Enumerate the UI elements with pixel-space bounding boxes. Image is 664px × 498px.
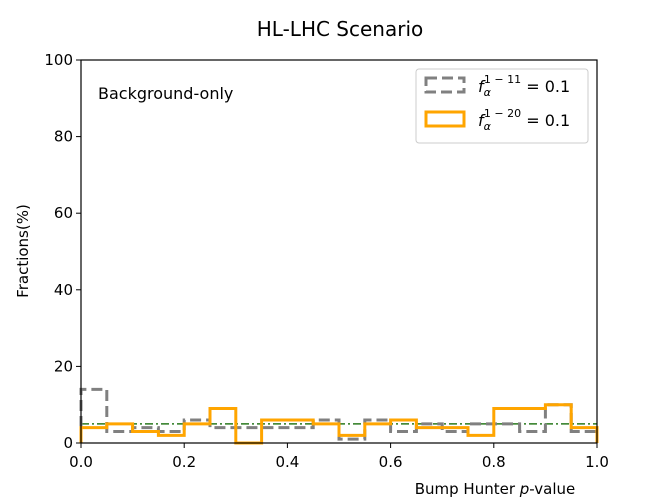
x-tick-label: 0.0	[69, 453, 93, 471]
chart-title: HL-LHC Scenario	[257, 17, 424, 41]
x-axis-label-prefix: Bump Hunter	[415, 480, 520, 498]
x-axis-label-italic: p	[519, 480, 530, 498]
y-tick-label: 100	[44, 51, 73, 69]
legend-sup-1: 1 − 11	[484, 73, 521, 86]
legend-sub-1: α	[484, 86, 492, 99]
x-tick-label: 0.8	[482, 453, 506, 471]
legend-f-2: f	[478, 111, 486, 130]
plot-frame	[80, 59, 598, 444]
y-tick-label: 20	[54, 357, 73, 375]
axis-ticks: 0.0 0.2 0.4 0.6 0.8 1.0 0 20 40 60 80 100	[44, 51, 609, 471]
x-tick-label: 0.4	[275, 453, 299, 471]
legend-label-series-2: fα1 − 20 = 0.1	[478, 107, 570, 133]
legend-swatch-series-1	[424, 76, 466, 94]
y-tick-label: 80	[54, 128, 73, 146]
legend-sup-2: 1 − 20	[484, 107, 521, 120]
legend-label-series-1: fα1 − 11 = 0.1	[478, 73, 570, 99]
annotation-background-only: Background-only	[98, 84, 233, 103]
legend-value-1: = 0.1	[521, 77, 570, 96]
legend-swatch-series-2	[424, 110, 466, 128]
histogram-series-1	[79, 387, 599, 443]
x-tick-label: 0.2	[172, 453, 196, 471]
x-axis-label-suffix: -value	[529, 480, 575, 498]
legend-value-2: = 0.1	[521, 111, 570, 130]
histogram-series-2	[79, 403, 599, 445]
legend-sub-2: α	[484, 120, 492, 133]
x-tick-label: 1.0	[585, 453, 609, 471]
y-axis-label: Fractions(%)	[14, 204, 32, 298]
series-group	[79, 387, 599, 445]
x-axis-label: Bump Hunter p-value	[415, 480, 576, 498]
y-tick-label: 40	[54, 281, 73, 299]
x-tick-label: 0.6	[379, 453, 403, 471]
legend-f-1: f	[478, 77, 486, 96]
legend: fα1 − 11 = 0.1 fα1 − 20 = 0.1	[415, 68, 589, 144]
y-tick-label: 60	[54, 204, 73, 222]
y-tick-label: 0	[63, 434, 73, 452]
